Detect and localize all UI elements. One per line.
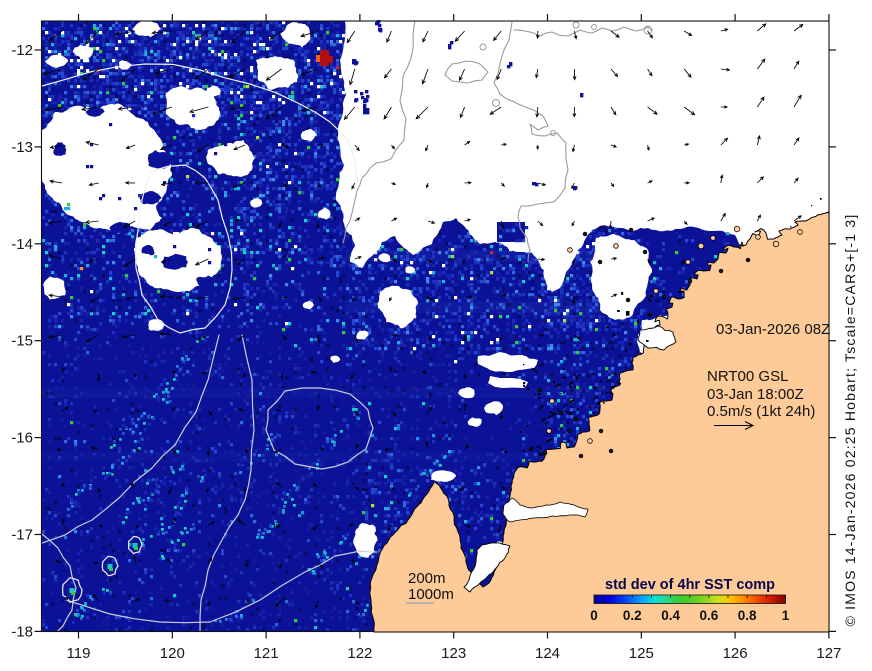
svg-text:124: 124 — [535, 645, 560, 662]
svg-text:127: 127 — [816, 645, 841, 662]
svg-text:0.8: 0.8 — [738, 608, 757, 623]
svg-text:NRT00 GSL: NRT00 GSL — [707, 368, 788, 385]
svg-text:-16: -16 — [11, 430, 33, 447]
svg-text:0.4: 0.4 — [661, 608, 680, 623]
svg-text:-14: -14 — [11, 236, 33, 253]
svg-text:-17: -17 — [11, 527, 33, 544]
svg-text:-15: -15 — [11, 333, 33, 350]
svg-text:0: 0 — [590, 608, 598, 623]
svg-text:© IMOS 14-Jan-2026 02:25 Hobar: © IMOS 14-Jan-2026 02:25 Hobart; Tscale=… — [842, 214, 858, 627]
svg-text:03-Jan 18:00Z: 03-Jan 18:00Z — [707, 386, 804, 403]
svg-text:-13: -13 — [11, 139, 33, 156]
svg-text:0.6: 0.6 — [700, 608, 719, 623]
svg-text:121: 121 — [254, 645, 279, 662]
svg-text:120: 120 — [160, 645, 185, 662]
svg-text:0.5m/s (1kt 24h): 0.5m/s (1kt 24h) — [707, 403, 815, 420]
svg-text:1: 1 — [782, 608, 790, 623]
svg-text:126: 126 — [723, 645, 748, 662]
svg-text:-12: -12 — [11, 42, 33, 59]
svg-text:200m: 200m — [408, 570, 446, 587]
svg-text:123: 123 — [441, 645, 466, 662]
svg-text:1000m: 1000m — [408, 586, 454, 603]
svg-text:std dev of 4hr SST comp: std dev of 4hr SST comp — [605, 577, 775, 593]
svg-text:0.2: 0.2 — [623, 608, 642, 623]
svg-text:119: 119 — [67, 645, 91, 662]
svg-text:122: 122 — [347, 645, 372, 662]
svg-text:125: 125 — [629, 645, 654, 662]
svg-text:03-Jan-2026 08Z: 03-Jan-2026 08Z — [716, 321, 830, 338]
svg-text:-18: -18 — [11, 623, 33, 640]
